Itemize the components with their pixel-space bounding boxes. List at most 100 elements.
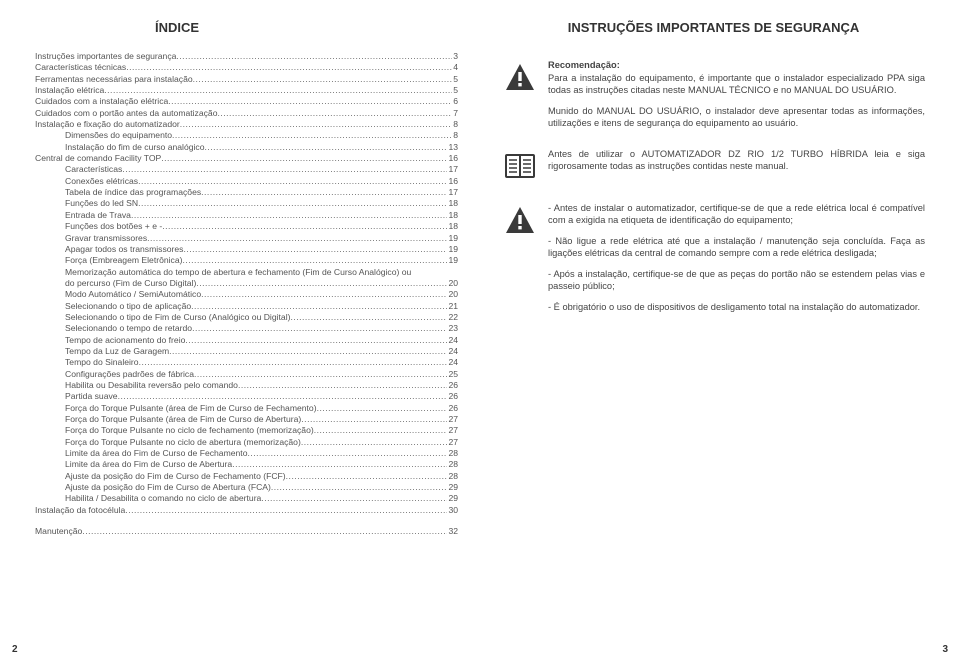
toc-dots: [126, 62, 452, 73]
toc-label: Características técnicas: [35, 62, 126, 73]
info-paragraph: - Antes de instalar o automatizador, cer…: [548, 202, 925, 227]
toc-label: Tabela de índice das programações: [65, 187, 201, 198]
toc-label: do percurso (Fim de Curso Digital): [65, 278, 196, 289]
toc-page: 20: [447, 278, 458, 289]
toc-dots: [286, 471, 448, 482]
toc-dots: [271, 482, 448, 493]
toc-entry: Limite da área do Fim de Curso de Fecham…: [35, 448, 458, 459]
toc-page: 26: [447, 391, 458, 402]
toc-label: Dimensões do equipamento: [65, 130, 172, 141]
toc-page: 19: [447, 244, 458, 255]
toc-entry: Força do Torque Pulsante (área de Fim de…: [35, 414, 458, 425]
toc-page: 18: [447, 198, 458, 209]
toc-dots: [194, 369, 447, 380]
toc-dots: [191, 301, 447, 312]
toc-entry: Selecionando o tipo de Fim de Curso (Ana…: [35, 312, 458, 323]
toc-entry: Tempo de acionamento do freio24: [35, 335, 458, 346]
info-block: Recomendação:Para a instalação do equipa…: [502, 59, 925, 130]
toc-dots: [104, 85, 452, 96]
info-text: Recomendação:Para a instalação do equipa…: [548, 59, 925, 130]
toc-entry: Habilita / Desabilita o comando no ciclo…: [35, 493, 458, 504]
toc-entry: Funções dos botões + e -18: [35, 221, 458, 232]
info-block: - Antes de instalar o automatizador, cer…: [502, 202, 925, 314]
toc-entry: Entrada de Trava18: [35, 210, 458, 221]
toc-dots: [196, 278, 447, 289]
toc-label: Modo Automático / SemiAutomático: [65, 289, 201, 300]
toc-label: Força do Torque Pulsante (área de Fim de…: [65, 403, 317, 414]
info-text: - Antes de instalar o automatizador, cer…: [548, 202, 925, 314]
toc-entry: Instalação e fixação do automatizador 8: [35, 119, 458, 130]
toc-label: Habilita ou Desabilita reversão pelo com…: [65, 380, 238, 391]
toc-page: 17: [447, 164, 458, 175]
toc-dots: [139, 357, 448, 368]
toc-page: 3: [452, 51, 458, 62]
toc-entry: Gravar transmissores 19: [35, 233, 458, 244]
toc-dots: [147, 233, 447, 244]
info-block: Antes de utilizar o AUTOMATIZADOR DZ RIO…: [502, 148, 925, 184]
toc-page: 8: [452, 119, 458, 130]
info-paragraph: Antes de utilizar o AUTOMATIZADOR DZ RIO…: [548, 148, 925, 173]
toc-page: 19: [447, 233, 458, 244]
toc-entry: Instruções importantes de segurança 3: [35, 51, 458, 62]
toc-label: Características: [65, 164, 122, 175]
toc-label: Instruções importantes de segurança: [35, 51, 176, 62]
toc-page: 27: [447, 414, 458, 425]
toc-entry: Central de comando Facility TOP16: [35, 153, 458, 164]
toc-page: 5: [452, 74, 458, 85]
toc-page: 8: [452, 130, 458, 141]
toc-label: Gravar transmissores: [65, 233, 147, 244]
toc-label: Ajuste da posição do Fim de Curso de Fec…: [65, 471, 286, 482]
bold-lead: Recomendação:: [548, 60, 620, 70]
toc-page: 27: [447, 437, 458, 448]
toc-entry: Manutenção32: [35, 526, 458, 537]
toc-dots: [176, 51, 452, 62]
toc-dots: [193, 74, 453, 85]
toc-label: Central de comando Facility TOP: [35, 153, 161, 164]
toc-label: Instalação e fixação do automatizador: [35, 119, 180, 130]
toc-dots: [162, 221, 447, 232]
toc-dots: [301, 414, 447, 425]
info-blocks: Recomendação:Para a instalação do equipa…: [502, 59, 925, 314]
info-text: Antes de utilizar o AUTOMATIZADOR DZ RIO…: [548, 148, 925, 184]
toc-page: 29: [447, 493, 458, 504]
toc-page: 28: [447, 459, 458, 470]
toc-label: Força (Embreagem Eletrônica): [65, 255, 183, 266]
toc-label: Força do Torque Pulsante no ciclo de fec…: [65, 425, 314, 436]
toc-page: 30: [447, 505, 458, 516]
toc-page: 21: [447, 301, 458, 312]
toc-dots: [185, 335, 447, 346]
warning-icon: [502, 202, 538, 238]
toc-entry: Força do Torque Pulsante no ciclo de fec…: [35, 425, 458, 436]
page-number-left: 2: [12, 644, 18, 655]
toc-entry: Tempo do Sinaleiro24: [35, 357, 458, 368]
toc-entry: Ajuste da posição do Fim de Curso de Abe…: [35, 482, 458, 493]
toc-entry: Limite da área do Fim de Curso de Abertu…: [35, 459, 458, 470]
toc-dots: [261, 493, 447, 504]
toc-label: Apagar todos os transmissores: [65, 244, 183, 255]
toc-page: 22: [447, 312, 458, 323]
toc-dots: [168, 96, 452, 107]
toc-dots: [201, 289, 447, 300]
toc-dots: [125, 505, 447, 516]
toc-dots: [192, 323, 447, 334]
toc-dots: [172, 130, 452, 141]
toc-dots: [205, 142, 448, 153]
toc-entry: Dimensões do equipamento 8: [35, 130, 458, 141]
toc-entry: Instalação elétrica5: [35, 85, 458, 96]
info-paragraph: - Não ligue a rede elétrica até que a in…: [548, 235, 925, 260]
toc-page: 6: [452, 96, 458, 107]
toc-entry: Funções do led SN18: [35, 198, 458, 209]
info-paragraph: - É obrigatório o uso de dispositivos de…: [548, 301, 925, 314]
toc-page: 24: [447, 346, 458, 357]
toc-entry: Instalação do fim de curso analógico13: [35, 142, 458, 153]
toc-dots: [138, 198, 447, 209]
toc-dots: [201, 187, 447, 198]
toc-label: Partida suave: [65, 391, 118, 402]
toc-entry: Força do Torque Pulsante no ciclo de abe…: [35, 437, 458, 448]
info-paragraph: Munido do MANUAL DO USUÁRIO, o instalado…: [548, 105, 925, 130]
toc-dots: [161, 153, 447, 164]
page-number-right: 3: [942, 644, 948, 655]
toc-entry: Habilita ou Desabilita reversão pelo com…: [35, 380, 458, 391]
toc-page: 13: [447, 142, 458, 153]
toc-dots: [131, 210, 448, 221]
